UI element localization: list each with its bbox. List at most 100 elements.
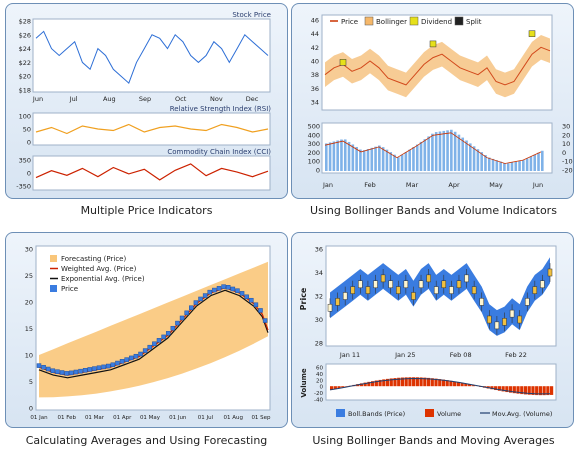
y-tick-label: 20 [562,131,570,139]
y-tick-label: 34 [315,269,323,277]
chart-panel-bollinger-moving-avg: Price 36 34 32 30 28 Jan 11 Jan 25 Feb 08 Feb 2… [291,232,574,428]
price-marker [170,325,176,331]
volume-series [329,377,554,396]
volume-bar [465,140,468,171]
x-axis: 01 Jan 01 Feb 01 Mar 01 Apr 01 May 01 Jun 01 J… [30,415,271,421]
candle-body [426,274,431,283]
volume-bar [385,378,390,387]
y-tick-label: 0 [27,139,31,147]
y-tick-label: -20 [562,167,573,175]
volume-bar [343,139,347,171]
price-marker [175,320,180,326]
y-tick-label: 32 [315,293,323,301]
x-tick-label: 01 Aug [224,415,244,421]
candle-body [471,286,477,294]
price-marker [119,359,125,364]
candle-body [517,315,522,324]
cci-line [35,163,269,181]
caption: Using Bollinger Bands and Volume Indicat… [310,204,557,217]
volume-bar [495,160,499,171]
chart-panel-bollinger-volume: Price Bollinger Dividend Split 46 44 42 40 38 36… [291,3,574,199]
volume-bar [427,136,430,171]
volume-bar [408,149,411,171]
x-tick-label: Nov [210,95,223,103]
caption: Using Bollinger Bands and Moving Average… [312,434,555,447]
volume-bar [442,130,446,171]
y-tick-label: 25 [25,272,33,280]
price-marker [69,370,74,376]
caption: Calculating Averages and Using Forecasti… [25,434,268,447]
y-tick-label: 0 [316,167,320,175]
candle-body [335,298,340,306]
x-tick-label: 01 Jun [169,415,187,421]
volume-bar [400,154,404,171]
price-marker [133,353,139,359]
volume-bar [404,152,408,171]
volume-bar [423,139,427,171]
volume-bar [359,149,362,171]
chart-4: Price 36 34 32 30 28 Jan 11 Jan 25 Feb 08 Feb 2… [299,245,557,418]
volume-bar [438,131,442,171]
y-axis: 46 44 42 40 38 36 34 [311,17,319,107]
candle-body [403,280,409,289]
legend-swatch [425,409,434,417]
price-marker [244,294,249,300]
volume-bar [412,147,415,171]
cci-plot-area [32,155,271,191]
y-tick-label: 0 [320,385,324,391]
volume-bar [363,382,367,387]
candle-body [358,280,363,289]
volume-bar [476,149,480,171]
volume-bar [529,156,533,171]
legend-label: Volume [437,410,461,418]
volume-bar [378,379,382,387]
candle-body [388,280,393,289]
series [36,261,269,398]
volume-bar [337,386,341,389]
x-tick-label: Oct [175,95,187,103]
legend-swatch [364,16,374,26]
volume-bar [550,386,554,395]
volume-bar [533,154,537,171]
y-tick-label: 38 [311,71,319,79]
legend-swatch [454,16,464,26]
price-marker [221,284,226,289]
price-marker [78,368,83,374]
volume-bar [381,147,385,171]
legend-swatch [50,255,57,262]
x-axis: Jan 11 Jan 25 Feb 08 Feb 22 [339,351,527,359]
legend-label: Boll.Bands (Price) [348,410,405,418]
x-tick-label: 01 Apr [113,415,132,421]
volume-bar [397,157,400,171]
price-marker [235,288,240,293]
volume-bar [531,386,535,395]
candle-body [547,268,553,277]
x-tick-label: Feb 08 [450,351,472,359]
volume-bar [341,386,345,388]
y-tick-label: $26 [19,31,31,39]
y-tick-label: 28 [315,340,323,348]
y-tick-label: 44 [311,30,319,38]
price-marker [156,338,162,343]
y-tick-label: $18 [19,87,31,95]
price-marker [262,318,268,323]
price-marker [115,360,120,366]
price-marker [82,368,88,373]
volume-bar [347,141,351,171]
candle-body [509,309,515,318]
y-tick-label: 200 [308,149,320,157]
dividend-marker [528,30,536,37]
x-tick-label: Apr [448,181,460,189]
volume-bar [516,386,520,394]
cci-series [35,163,269,181]
volume-bar [464,383,468,387]
candle-body [396,286,401,294]
x-tick-label: Jan [322,181,333,189]
volume-series [324,129,544,171]
candle-body [494,321,500,330]
volume-bar [371,381,375,387]
y-axis: 100 50 0 [19,113,31,147]
candle-body [350,286,356,294]
dividend-marker [339,59,347,66]
